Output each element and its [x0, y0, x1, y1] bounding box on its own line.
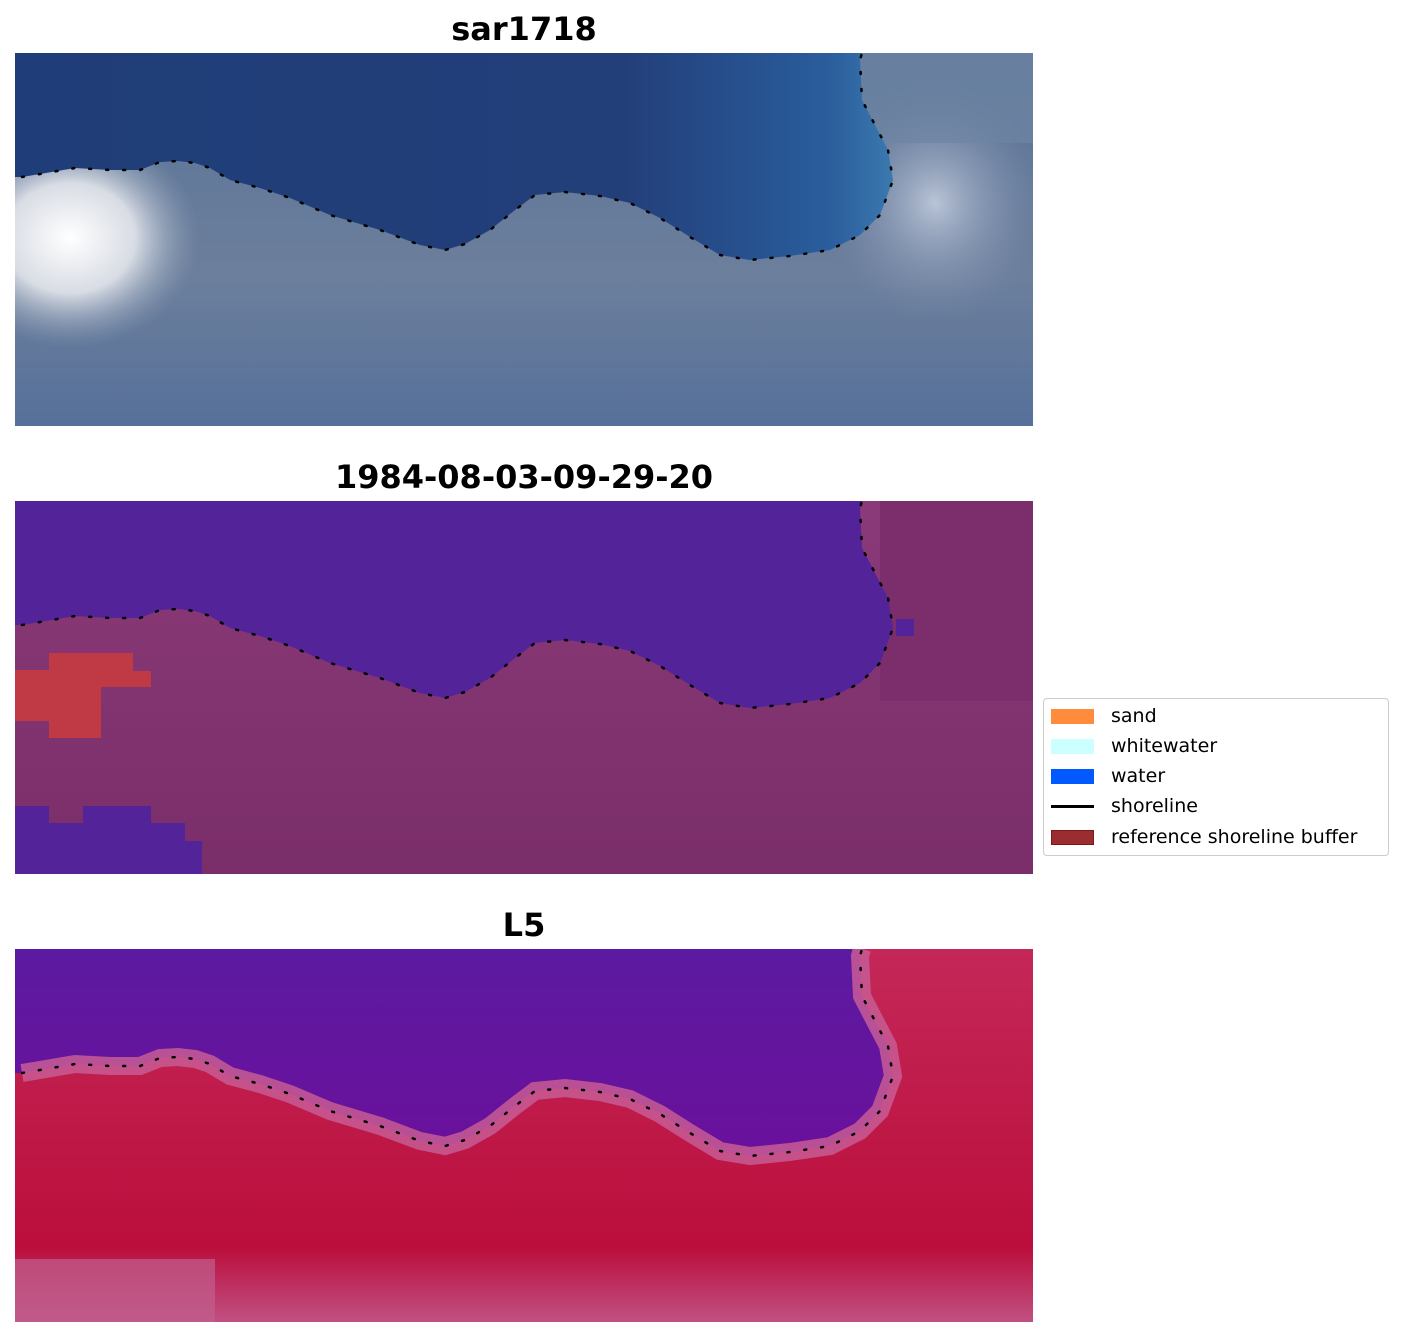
- water-swatch: [1051, 768, 1094, 784]
- legend-item-shoreline: shoreline: [1051, 795, 1198, 817]
- legend-label: whitewater: [1111, 735, 1218, 757]
- land-right: [855, 53, 1033, 143]
- water-area: [15, 949, 1033, 1156]
- water-patch-bottom-left: [15, 806, 202, 874]
- whitewater-swatch: [1051, 738, 1094, 754]
- panel-title-classified: 1984-08-03-09-29-20: [334, 458, 714, 496]
- legend: sand whitewater water shoreline referenc…: [1043, 698, 1389, 856]
- legend-item-whitewater: whitewater: [1051, 735, 1217, 757]
- water-area: [15, 501, 1033, 708]
- water-pixel: [896, 619, 914, 636]
- shoreline-dots: [20, 949, 895, 1158]
- legend-label: shoreline: [1111, 795, 1198, 817]
- panel-title-rgb: sar1718: [451, 10, 597, 48]
- legend-label: reference shoreline buffer: [1111, 826, 1358, 848]
- panel-title-index: L5: [502, 906, 546, 944]
- shoreline-swatch: [1051, 804, 1094, 808]
- buffer-patch: [15, 653, 151, 738]
- bright-sand-patch: [15, 128, 200, 348]
- classified-image-panel: [15, 501, 1033, 874]
- legend-item-water: water: [1051, 765, 1165, 787]
- rgb-image-panel: [15, 53, 1033, 426]
- water-area: [15, 53, 1033, 260]
- shoreline-dots: [20, 501, 895, 710]
- legend-label: sand: [1111, 705, 1157, 727]
- legend-item-buffer: reference shoreline buffer: [1051, 826, 1357, 848]
- legend-item-sand: sand: [1051, 705, 1157, 727]
- land-right: [880, 501, 1033, 701]
- sand-swatch: [1051, 708, 1094, 724]
- shoreline-dots: [20, 53, 895, 262]
- buffer-swatch: [1051, 829, 1094, 845]
- index-image-panel: [15, 949, 1033, 1322]
- pink-patch-bottom-left: [15, 1259, 215, 1322]
- legend-label: water: [1111, 765, 1166, 787]
